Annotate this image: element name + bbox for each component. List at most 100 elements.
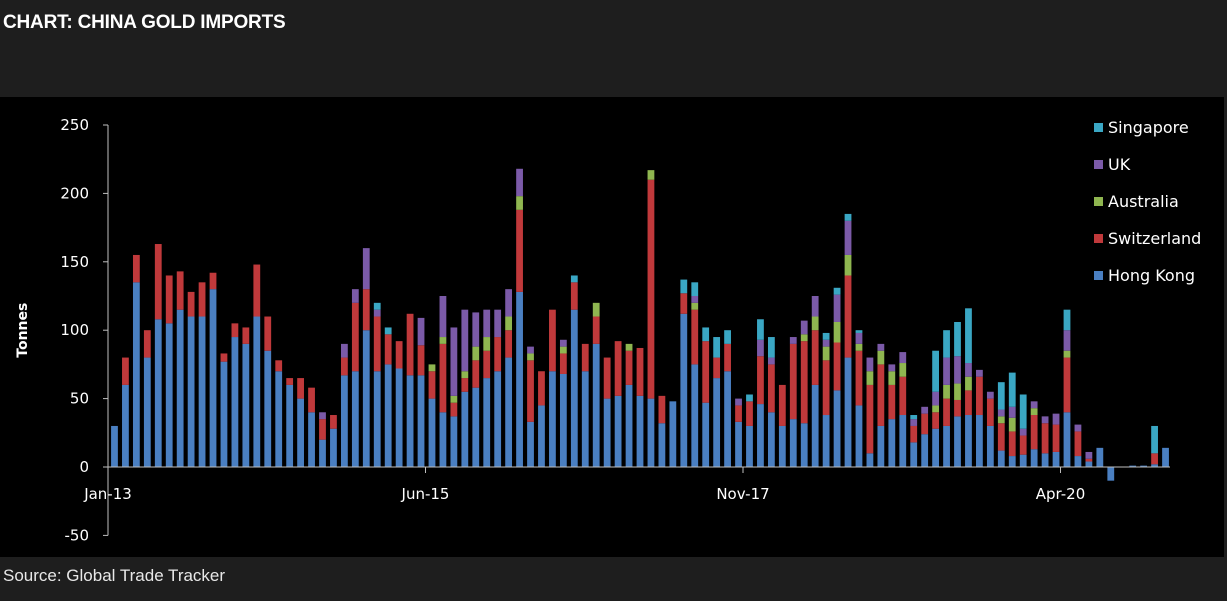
- bar-segment-switzerland: [220, 353, 228, 362]
- bar-segment-switzerland: [439, 343, 447, 413]
- bar-segment-switzerland: [1019, 435, 1027, 455]
- bar-segment-hong-kong: [1096, 447, 1104, 467]
- bar-segment-hong-kong: [209, 289, 217, 467]
- bar-segment-hong-kong: [384, 364, 392, 467]
- bar-segment-hong-kong: [603, 398, 611, 467]
- bar-segment-australia: [997, 416, 1005, 424]
- bar-segment-switzerland: [330, 415, 337, 429]
- bar-segment-hong-kong: [351, 371, 359, 467]
- bar-segment-hong-kong: [735, 421, 742, 467]
- bar-segment-australia: [1030, 408, 1038, 416]
- bar-segment-hong-kong: [713, 378, 721, 467]
- bar-segment-hong-kong: [625, 384, 633, 467]
- bar-segment-singapore: [713, 337, 721, 358]
- y-tick-label: 50: [70, 390, 89, 408]
- bar-segment-switzerland: [275, 360, 283, 372]
- bar-segment-switzerland: [625, 350, 633, 385]
- bar-segment-switzerland: [833, 342, 841, 391]
- bar-segment-hong-kong: [1052, 451, 1060, 467]
- bar-segment-hong-kong: [198, 316, 206, 467]
- bar-segment-hong-kong: [1162, 447, 1169, 467]
- bar-segment-hong-kong: [757, 404, 764, 467]
- bar-segment-singapore: [965, 308, 972, 364]
- bar-segment-uk: [472, 312, 480, 347]
- bar-segment-hong-kong: [122, 384, 129, 467]
- bar-segment-switzerland: [691, 309, 699, 365]
- bar-segment-singapore: [680, 279, 688, 294]
- bar-segment-australia: [844, 254, 852, 276]
- bar-segment-hong-kong: [855, 405, 863, 467]
- bar-segment-switzerland: [932, 412, 939, 429]
- bar-segment-switzerland: [822, 360, 830, 416]
- bar-segment-hong-kong: [154, 319, 162, 467]
- bar-segment-switzerland: [143, 330, 151, 358]
- bar-segment-hong-kong: [680, 313, 688, 467]
- bar-segment-switzerland: [231, 323, 239, 338]
- bar-segment-hong-kong: [176, 309, 184, 467]
- bar-segment-switzerland: [384, 334, 392, 365]
- bar-segment-australia: [932, 405, 939, 413]
- bar-segment-hong-kong: [527, 421, 534, 467]
- bar-segment-switzerland: [505, 330, 513, 358]
- bar-segment-hong-kong: [877, 425, 885, 467]
- bar-segment-uk: [811, 296, 819, 317]
- y-tick-label: 0: [79, 458, 89, 476]
- x-tick-label: Jun-15: [401, 485, 450, 503]
- bar-segment-uk: [373, 309, 381, 317]
- bar-segment-switzerland: [997, 423, 1005, 451]
- bars-layer: [111, 168, 1169, 481]
- bar-segment-singapore: [844, 213, 852, 221]
- bar-segment-switzerland: [778, 384, 786, 426]
- bar-segment-switzerland: [373, 316, 381, 372]
- legend-swatch-australia: [1094, 197, 1103, 206]
- bar-segment-switzerland: [735, 405, 742, 422]
- bar-segment-hong-kong: [822, 415, 830, 467]
- bar-segment-switzerland: [724, 343, 731, 372]
- bar-segment-switzerland: [899, 376, 907, 416]
- bar-segment-hong-kong: [746, 425, 753, 467]
- bar-segment-uk: [1052, 413, 1060, 425]
- bar-segment-switzerland: [559, 353, 567, 374]
- bar-segment-australia: [899, 363, 907, 377]
- bar-segment-singapore: [833, 287, 841, 295]
- bar-segment-switzerland: [592, 316, 600, 344]
- bar-segment-uk: [1008, 406, 1016, 418]
- bar-segment-australia: [428, 364, 436, 372]
- bar-segment-singapore: [724, 330, 731, 344]
- bar-segment-australia: [559, 346, 567, 354]
- bar-segment-switzerland: [132, 254, 140, 283]
- bar-segment-uk: [483, 309, 491, 338]
- bar-segment-uk: [351, 289, 359, 303]
- bar-segment-singapore: [702, 327, 710, 342]
- bar-segment-switzerland: [702, 341, 710, 403]
- legend-label: Switzerland: [1108, 229, 1201, 248]
- bar-segment-hong-kong: [636, 395, 644, 467]
- x-tick-label: Jan-13: [83, 485, 132, 503]
- bar-segment-uk: [559, 339, 567, 347]
- bar-segment-hong-kong: [592, 343, 600, 467]
- bar-segment-switzerland: [198, 282, 206, 317]
- bar-segment-hong-kong: [570, 309, 578, 467]
- bar-segment-uk: [800, 320, 808, 335]
- bar-segment-hong-kong: [494, 371, 502, 467]
- bar-segment-singapore: [1008, 372, 1016, 407]
- bar-segment-switzerland: [757, 356, 764, 405]
- bar-segment-uk: [1019, 428, 1027, 436]
- chart-title: CHART: CHINA GOLD IMPORTS: [3, 12, 286, 33]
- bar-segment-hong-kong: [1151, 464, 1158, 467]
- bar-segment-switzerland: [965, 390, 972, 416]
- bar-segment-singapore: [954, 321, 961, 357]
- bar-segment-hong-kong: [395, 368, 403, 467]
- bar-segment-hong-kong: [647, 398, 655, 467]
- axes-layer: -50 0 50 100 150 200 250 Jan-13 Jun-15 Nov-17 Apr-…: [15, 116, 1170, 544]
- bar-segment-switzerland: [1063, 357, 1071, 413]
- bar-segment-hong-kong: [724, 371, 731, 467]
- bar-segment-hong-kong: [800, 423, 808, 467]
- bar-segment-hong-kong: [187, 316, 195, 467]
- bar-segment-switzerland: [549, 309, 556, 372]
- bar-segment-switzerland: [1041, 423, 1049, 454]
- bar-segment-uk: [976, 369, 983, 377]
- bar-segment-singapore: [1151, 425, 1158, 454]
- bar-segment-uk: [888, 364, 896, 372]
- y-tick-label: 150: [60, 253, 89, 271]
